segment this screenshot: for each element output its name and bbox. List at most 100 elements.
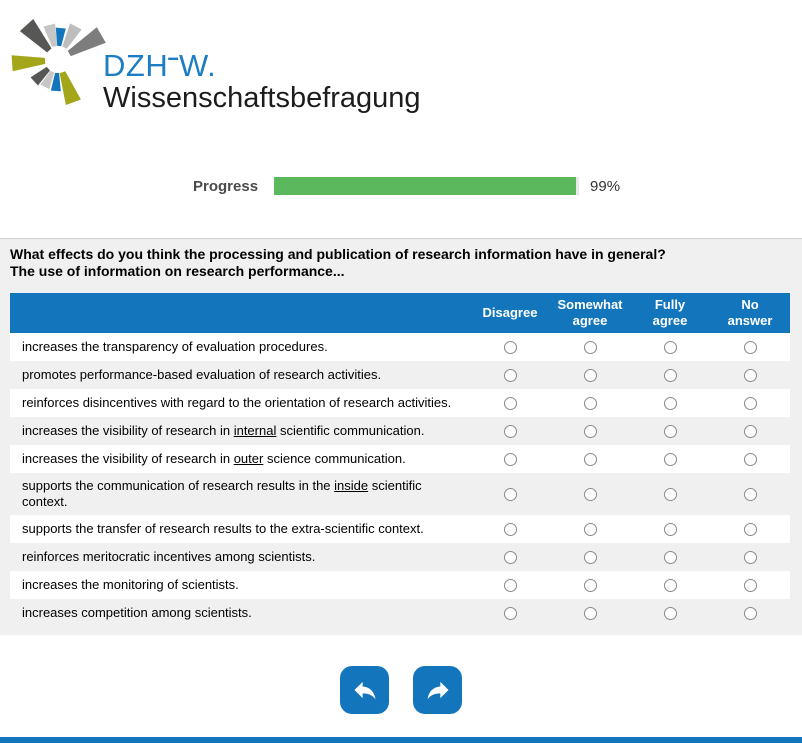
logo-burst-icon (11, 19, 106, 106)
answer-cell (630, 340, 710, 354)
answer-cell (630, 550, 710, 564)
radio-r5c4[interactable] (743, 452, 757, 466)
answer-cell (470, 522, 550, 536)
answer-cell (470, 606, 550, 620)
radio-r7c3[interactable] (663, 522, 677, 536)
table-row: increases the monitoring of scientists. (10, 571, 790, 599)
answer-cell (710, 452, 790, 466)
survey-table: Disagree Somewhat agree Fully agree No answer … (10, 293, 790, 627)
answer-cell (630, 452, 710, 466)
answer-cell (550, 396, 630, 410)
radio-r1c2[interactable] (583, 340, 597, 354)
progress-fill (274, 177, 576, 195)
radio-r3c4[interactable] (743, 396, 757, 410)
answer-cell (550, 424, 630, 438)
row-statement: supports the transfer of research result… (22, 521, 424, 536)
radio-r5c2[interactable] (583, 452, 597, 466)
question-text: What effects do you think the processing… (10, 246, 790, 280)
progress-label: Progress (193, 177, 259, 195)
answer-cell (710, 522, 790, 536)
radio-r2c2[interactable] (583, 368, 597, 382)
forward-button[interactable] (413, 666, 462, 714)
back-button[interactable] (340, 666, 389, 714)
row-statement: increases the visibility of research in … (22, 451, 406, 466)
answer-cell (630, 396, 710, 410)
row-statement: reinforces meritocratic incentives among… (22, 549, 316, 564)
radio-r7c2[interactable] (583, 522, 597, 536)
progress-value: 99% (590, 177, 621, 195)
radio-r10c1[interactable] (503, 606, 517, 620)
radio-r6c4[interactable] (743, 487, 757, 501)
answer-cell (710, 606, 790, 620)
radio-r1c3[interactable] (663, 340, 677, 354)
answer-cell (550, 487, 630, 501)
answer-cell (710, 578, 790, 592)
radio-r9c1[interactable] (503, 578, 517, 592)
answer-cell (630, 578, 710, 592)
table-row: increases the visibility of research in … (10, 445, 790, 473)
radio-r1c4[interactable] (743, 340, 757, 354)
radio-r8c1[interactable] (503, 550, 517, 564)
answer-cell (550, 578, 630, 592)
brand-subtitle: Wissenschaftsbefragung (103, 82, 421, 114)
radio-r3c2[interactable] (583, 396, 597, 410)
answer-cell (630, 606, 710, 620)
radio-r7c1[interactable] (503, 522, 517, 536)
brand-dash: - (166, 39, 181, 74)
answer-cell (470, 424, 550, 438)
brand-name: DZH-W. (103, 39, 217, 83)
answer-cell (470, 578, 550, 592)
table-row: reinforces disincentives with regard to … (10, 389, 790, 417)
table-header: Disagree Somewhat agree Fully agree No answer (10, 293, 790, 333)
radio-r7c4[interactable] (743, 522, 757, 536)
radio-r4c2[interactable] (583, 424, 597, 438)
radio-r3c1[interactable] (503, 396, 517, 410)
radio-r8c3[interactable] (663, 550, 677, 564)
answer-cell (550, 340, 630, 354)
radio-r4c1[interactable] (503, 424, 517, 438)
answer-cell (630, 368, 710, 382)
radio-r8c2[interactable] (583, 550, 597, 564)
row-statement: increases the visibility of research in … (22, 423, 425, 438)
table-row: supports the transfer of research result… (10, 515, 790, 543)
radio-r9c2[interactable] (583, 578, 597, 592)
radio-r9c4[interactable] (743, 578, 757, 592)
answer-cell (550, 368, 630, 382)
answer-cell (710, 424, 790, 438)
radio-r8c4[interactable] (743, 550, 757, 564)
answer-cell (710, 396, 790, 410)
radio-r6c2[interactable] (583, 487, 597, 501)
answer-cell (470, 396, 550, 410)
row-statement: increases the transparency of evaluation… (22, 339, 328, 354)
radio-r2c3[interactable] (663, 368, 677, 382)
row-statement: increases competition among scientists. (22, 605, 252, 620)
radio-r2c1[interactable] (503, 368, 517, 382)
answer-cell (710, 550, 790, 564)
answer-cell (550, 452, 630, 466)
radio-r1c1[interactable] (503, 340, 517, 354)
row-statement: supports the communication of research r… (22, 478, 422, 509)
answer-cell (550, 522, 630, 536)
radio-r5c3[interactable] (663, 452, 677, 466)
radio-r4c4[interactable] (743, 424, 757, 438)
row-statement: increases the monitoring of scientists. (22, 577, 239, 592)
radio-r3c3[interactable] (663, 396, 677, 410)
radio-r2c4[interactable] (743, 368, 757, 382)
progress-section: Progress 99% (193, 176, 802, 196)
column-header-1: Disagree (482, 305, 538, 320)
radio-r4c3[interactable] (663, 424, 677, 438)
answer-cell (470, 487, 550, 501)
radio-r5c1[interactable] (503, 452, 517, 466)
radio-r6c1[interactable] (503, 487, 517, 501)
radio-r10c4[interactable] (743, 606, 757, 620)
column-header-3: Fully agree (652, 297, 688, 328)
redo-arrow-icon (427, 681, 448, 700)
radio-r10c3[interactable] (663, 606, 677, 620)
radio-r6c3[interactable] (663, 487, 677, 501)
answer-cell (710, 487, 790, 501)
navigation (0, 666, 802, 714)
answer-cell (470, 340, 550, 354)
radio-r10c2[interactable] (583, 606, 597, 620)
radio-r9c3[interactable] (663, 578, 677, 592)
column-header-2: Somewhat agree (557, 297, 623, 328)
